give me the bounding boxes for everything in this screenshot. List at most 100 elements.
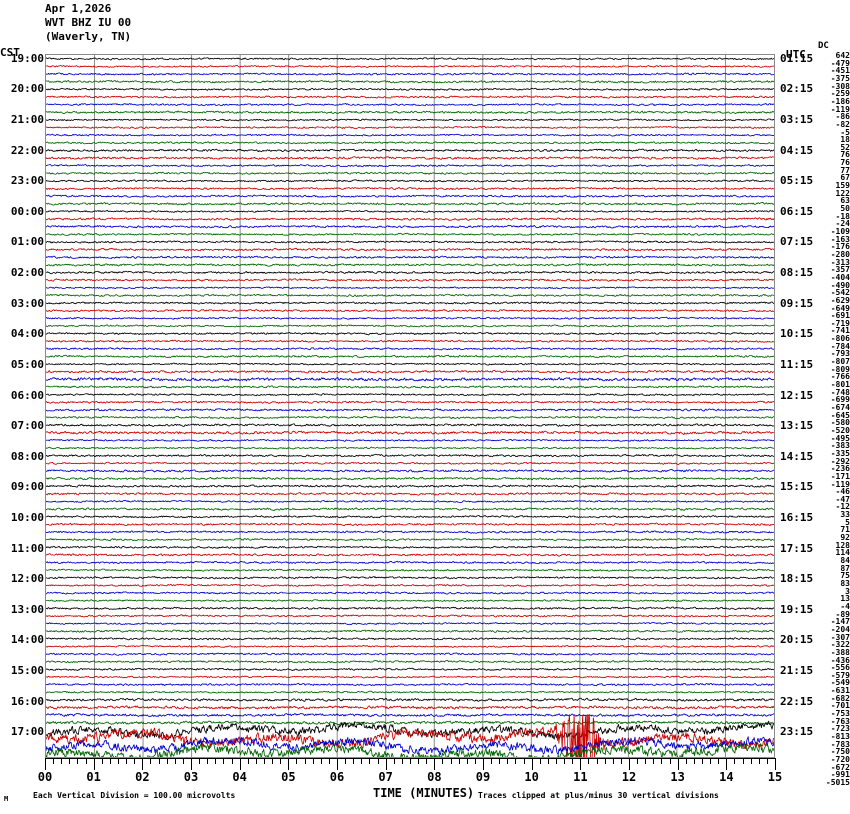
dc-offset-value: -5 <box>840 127 850 137</box>
x-axis-label: 13 <box>670 770 685 784</box>
dc-offset-value: -741 <box>830 326 850 336</box>
dc-offset-value: -4 <box>840 601 850 611</box>
dc-offset-value: -672 <box>830 762 850 772</box>
x-tick-minor <box>702 758 703 764</box>
dc-offset-value: -280 <box>830 249 850 259</box>
dc-offset-value: 92 <box>840 533 850 543</box>
cst-time-label: 00:00 <box>10 204 44 218</box>
x-tick-minor <box>515 758 517 764</box>
x-tick-major <box>629 758 630 770</box>
x-axis-label: 05 <box>281 770 296 784</box>
dc-offset-value: -119 <box>830 479 850 489</box>
x-tick-minor <box>255 758 257 764</box>
cst-time-label: 03:00 <box>10 296 44 310</box>
dc-offset-value: -147 <box>830 617 850 627</box>
utc-axis-label: UTC <box>786 48 806 61</box>
utc-time-label: 16:15 <box>780 510 814 524</box>
x-tick-major <box>483 758 484 770</box>
dc-offset-value: 67 <box>840 173 850 183</box>
dc-offset-value: -335 <box>830 448 850 458</box>
dc-offset-value: -809 <box>830 364 850 374</box>
x-tick-minor <box>85 758 87 764</box>
dc-offset-value: -720 <box>830 755 850 764</box>
x-tick-minor <box>718 758 720 764</box>
utc-time-label: 01:15 <box>780 51 814 65</box>
x-axis-label: 04 <box>232 770 247 784</box>
dc-offset-value: -186 <box>830 96 850 106</box>
x-tick-minor <box>693 758 695 764</box>
x-tick-major <box>142 758 144 770</box>
dc-offset-value: 75 <box>840 571 850 581</box>
utc-time-label: 19:15 <box>780 602 814 616</box>
x-tick-minor <box>174 758 176 764</box>
x-tick-minor <box>207 758 209 764</box>
x-tick-major <box>239 758 241 770</box>
x-tick-minor <box>450 758 452 764</box>
utc-time-label: 17:15 <box>780 541 814 555</box>
x-tick-minor <box>499 758 501 764</box>
dc-offset-value: -645 <box>830 410 850 420</box>
dc-offset-value: 5 <box>845 517 850 527</box>
utc-time-label: 22:15 <box>780 694 814 708</box>
dc-offset-value: 159 <box>835 181 850 191</box>
dc-offset-value: -236 <box>830 464 850 474</box>
dc-offset-value: -750 <box>830 747 850 757</box>
dc-offset-value: -24 <box>835 219 850 229</box>
dc-offset-value: -12 <box>835 502 850 512</box>
dc-offset-value: 50 <box>840 204 850 214</box>
helicorder-plot[interactable] <box>45 54 775 758</box>
dc-offset-value: -479 <box>830 58 850 68</box>
dc-offset-value: -322 <box>830 640 850 650</box>
x-tick-minor <box>596 758 598 764</box>
cst-time-label: 01:00 <box>10 235 44 249</box>
x-tick-major <box>677 758 679 770</box>
utc-time-label: 20:15 <box>780 633 814 647</box>
dc-offset-value: -520 <box>830 425 850 435</box>
x-tick-minor <box>304 758 306 764</box>
x-tick-major <box>337 758 338 770</box>
dc-offset-value: 642 <box>835 51 850 60</box>
dc-offset-value: -495 <box>830 433 850 443</box>
x-tick-minor <box>766 758 768 764</box>
x-tick-minor <box>166 758 168 764</box>
x-tick-minor <box>134 758 136 764</box>
dc-offset-value: -436 <box>830 655 850 665</box>
dc-offset-value: -313 <box>830 257 850 267</box>
x-tick-minor <box>564 758 566 764</box>
utc-time-labels: 01:15 02:15 03:15 04:15 05:15 06:15 07:15 08:15… <box>780 51 824 758</box>
cst-time-label: 17:00 <box>10 725 44 739</box>
cst-time-label: 07:00 <box>10 419 44 433</box>
utc-time-label: 07:15 <box>780 235 814 249</box>
x-tick-minor <box>474 758 476 764</box>
cst-time-label: 05:00 <box>10 357 44 371</box>
x-tick-minor <box>547 758 549 764</box>
dc-offset-value: -813 <box>830 732 850 742</box>
dc-offset-value: -357 <box>830 265 850 275</box>
dc-offset-value: 84 <box>840 556 850 566</box>
dc-offset-value: -691 <box>830 311 850 321</box>
x-tick-minor <box>328 758 330 764</box>
x-tick-minor <box>426 758 428 764</box>
dc-offset-value: -383 <box>830 441 850 451</box>
seismic-traces <box>46 57 774 758</box>
x-tick-minor <box>669 758 671 764</box>
x-tick-minor <box>345 758 347 764</box>
dc-offset-value: -806 <box>830 334 850 344</box>
x-tick-minor <box>118 758 119 764</box>
dc-offset-value: -119 <box>830 104 850 114</box>
dc-offset-value: -163 <box>830 234 850 244</box>
x-tick-minor <box>231 758 233 764</box>
cst-time-label: 11:00 <box>10 541 44 555</box>
x-tick-minor <box>653 758 655 764</box>
cst-time-label: 10:00 <box>10 510 44 524</box>
dc-offset-value: -47 <box>835 494 850 504</box>
x-tick-major <box>93 758 95 770</box>
utc-time-label: 06:15 <box>780 204 814 218</box>
x-tick-minor <box>223 758 225 764</box>
cst-time-label: 16:00 <box>10 694 44 708</box>
x-tick-minor <box>556 758 557 764</box>
x-tick-minor <box>280 758 282 764</box>
dc-offset-value: 83 <box>840 579 850 588</box>
dc-offset-value: -784 <box>830 341 850 351</box>
x-tick-minor <box>158 758 160 764</box>
